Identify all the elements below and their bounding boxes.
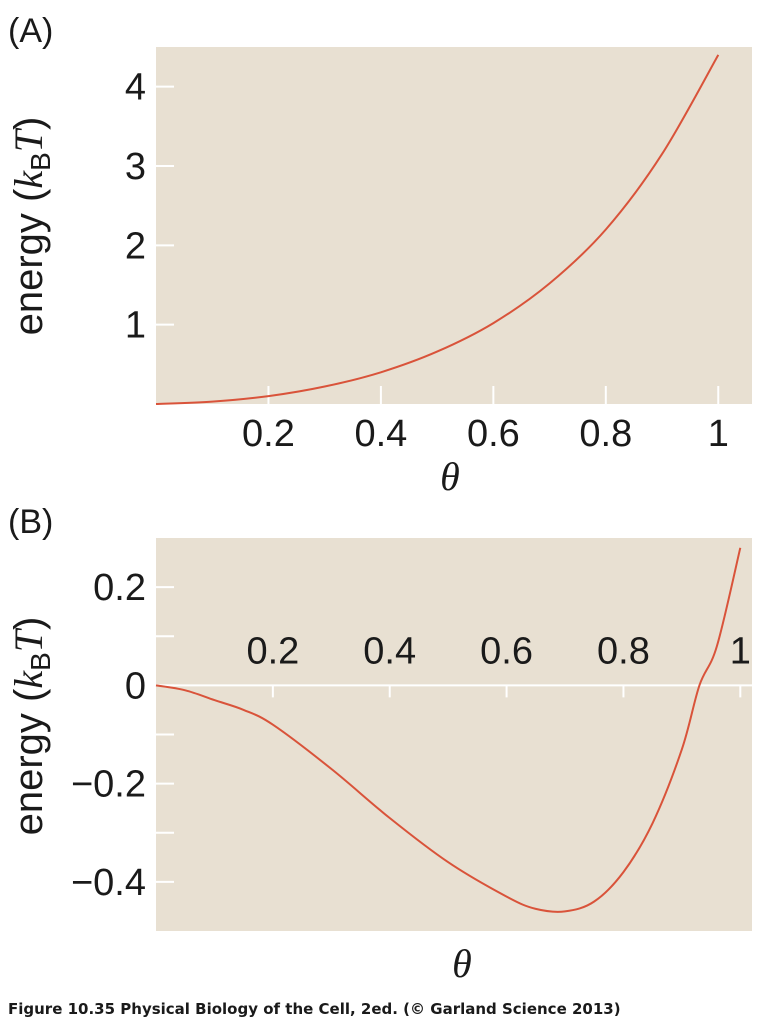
panel-b-x-ticks: 0.2 0.4 0.6 0.8 1 — [156, 630, 752, 698]
panel-a-y-title-T: T — [6, 127, 51, 152]
panel-a-plot-area — [156, 47, 752, 404]
panel-b-plot-area — [156, 538, 752, 931]
panel-a-y-title-sub: B — [25, 152, 56, 171]
y-tick-label: 0.2 — [93, 567, 146, 609]
panel-a-energy-curve — [155, 54, 720, 405]
panel-a-x-ticks: 0.2 0.4 0.6 0.8 1 — [242, 386, 729, 455]
x-tick-label: 0.8 — [579, 413, 632, 455]
x-tick-label: 0.6 — [480, 630, 533, 672]
panel-b-y-axis-title: energy (kBT) — [6, 617, 56, 836]
panel-b-x-axis-title: θ — [452, 941, 472, 986]
panel-b-y-title-T: T — [6, 627, 51, 652]
panel-b-y-ticks: 0.2 0 −0.2 −0.4 — [71, 567, 174, 904]
y-tick-label: 0 — [125, 665, 146, 707]
panel-a-x-axis-title: θ — [440, 454, 460, 499]
y-tick-label: −0.2 — [71, 764, 146, 806]
x-tick-label: 1 — [730, 630, 751, 672]
panel-a-label: (A) — [8, 12, 53, 50]
panel-b-y-title-sub: B — [25, 652, 56, 671]
panel-a-y-axis-title: energy (kBT) — [6, 117, 56, 336]
x-tick-label: 0.4 — [363, 630, 416, 672]
x-tick-label: 1 — [708, 413, 729, 455]
panel-b-energy-curve — [155, 547, 742, 913]
panel-b-y-title-suffix: ) — [7, 617, 51, 630]
panel-a-y-ticks: 1 2 3 4 — [125, 67, 174, 347]
panel-a: (A) 1 2 3 4 0.2 0.4 0.6 0.8 1 energy (kBT) θ — [6, 12, 752, 499]
panel-a-y-title-prefix: energy ( — [7, 188, 51, 335]
y-tick-label: −0.4 — [71, 862, 146, 904]
y-tick-label: 2 — [125, 225, 146, 267]
x-tick-label: 0.4 — [354, 413, 407, 455]
panel-a-y-title-k: k — [6, 170, 51, 189]
x-tick-label: 0.2 — [242, 413, 295, 455]
y-tick-label: 3 — [125, 146, 146, 188]
x-tick-label: 0.2 — [246, 630, 299, 672]
panel-b-label: (B) — [8, 503, 53, 541]
y-tick-label: 1 — [125, 305, 146, 347]
figure-caption: Figure 10.35 Physical Biology of the Cel… — [8, 1000, 621, 1018]
panel-b: (B) 0.2 0 −0.2 −0.4 0.2 0.4 0.6 0.8 1 energy (k… — [6, 503, 752, 986]
x-tick-label: 0.6 — [467, 413, 520, 455]
y-tick-label: 4 — [125, 67, 146, 109]
x-tick-label: 0.8 — [597, 630, 650, 672]
panel-b-y-title-prefix: energy ( — [7, 688, 51, 835]
panel-a-y-title-suffix: ) — [7, 117, 51, 130]
panel-b-y-title-k: k — [6, 670, 51, 689]
